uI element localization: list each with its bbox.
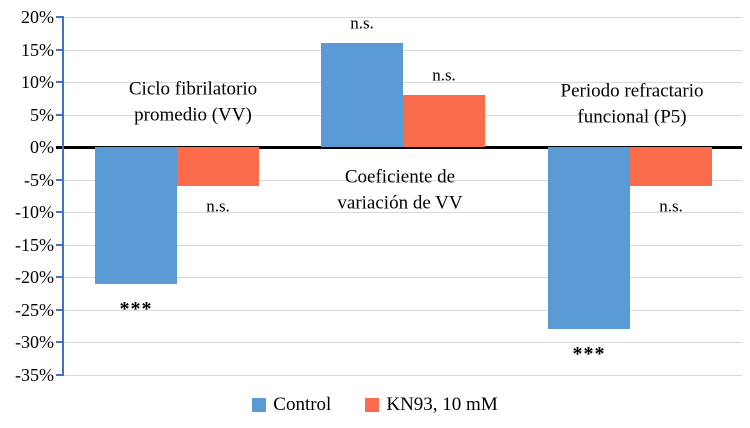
y-axis-tick (56, 48, 64, 51)
zero-axis-line (56, 145, 742, 149)
significance-label: *** (119, 297, 153, 320)
y-tick-label: -35% (15, 365, 54, 385)
y-axis-line (62, 17, 64, 375)
gridline (64, 212, 742, 214)
category-label-line: variación de VV (337, 192, 463, 213)
legend-label-kn93: KN93, 10 mM (386, 394, 498, 415)
y-tick-label: -30% (15, 332, 54, 353)
y-tick-label: -20% (15, 267, 54, 288)
gridline (64, 277, 742, 279)
gridline (64, 244, 742, 246)
legend-swatch-control-icon (252, 398, 267, 412)
category-label-line: promedio (VV) (134, 104, 252, 125)
gridline (64, 17, 742, 18)
bar-control-group2 (321, 43, 403, 148)
gridline (64, 179, 742, 181)
gridline (64, 342, 742, 344)
category-label-line: Ciclo fibrilatorio (128, 78, 258, 100)
y-axis-tick (56, 81, 64, 84)
y-tick-label: -15% (15, 234, 54, 255)
category-label: Periodo refractario funcional (P5) (561, 78, 704, 129)
gridline (64, 49, 742, 51)
bar-control-group1 (95, 147, 177, 284)
y-axis-tick (56, 276, 64, 279)
bar-kn93-10-mm-group3 (630, 147, 712, 187)
y-tick-label: 5% (30, 104, 54, 125)
y-tick-label: -10% (15, 202, 54, 223)
significance-label: n.s. (206, 196, 230, 216)
category-label: Ciclo fibrilatorio promedio (VV) (129, 76, 257, 127)
y-tick-label: -5% (24, 169, 54, 190)
gridline (64, 375, 742, 376)
category-label-line: Periodo refractario (560, 80, 704, 102)
significance-label: *** (572, 343, 606, 366)
y-axis-tick (56, 308, 64, 311)
legend-label-control: Control (273, 394, 332, 415)
significance-label: n.s. (659, 196, 683, 216)
category-label: Coeficiente de variación de VV (337, 164, 462, 215)
y-axis-tick (56, 178, 64, 181)
category-label-line: funcional (P5) (577, 106, 687, 127)
y-tick-label: 20% (21, 7, 54, 27)
y-axis-tick (56, 211, 64, 214)
gridline (64, 82, 742, 84)
bar-kn93-10-mm-group1 (177, 147, 259, 187)
y-tick-label: -25% (15, 299, 54, 320)
legend: Control KN93, 10 mM (0, 394, 750, 416)
bar-control-group3 (548, 147, 630, 330)
y-axis-tick (56, 374, 64, 376)
y-axis-tick (56, 341, 64, 344)
y-tick-label: 10% (21, 72, 54, 93)
y-tick-label: 15% (21, 39, 54, 60)
gridline (64, 309, 742, 311)
y-axis-tick (56, 243, 64, 246)
significance-label: n.s. (432, 65, 456, 85)
significance-label: n.s. (350, 13, 374, 33)
y-axis-tick (56, 113, 64, 116)
category-label-line: Coeficiente de (344, 166, 456, 188)
legend-item-kn93: KN93, 10 mM (365, 394, 498, 416)
y-tick-label: 0% (30, 137, 54, 158)
y-axis-tick (56, 16, 64, 18)
bar-kn93-10-mm-group2 (403, 95, 485, 148)
legend-item-control: Control (252, 394, 331, 416)
legend-swatch-kn93-icon (365, 398, 380, 412)
